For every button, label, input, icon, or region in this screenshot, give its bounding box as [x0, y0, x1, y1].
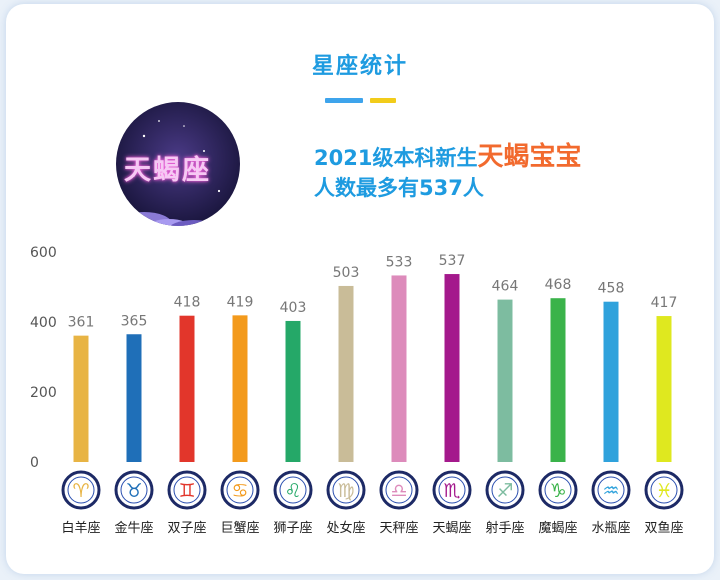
- capricorn-icon: ♑: [549, 480, 566, 502]
- bar: [179, 315, 195, 462]
- value-label: 503: [333, 265, 360, 281]
- headline-highlight: 天蝎宝宝: [477, 142, 582, 172]
- gemini-icon: ♊: [178, 480, 195, 502]
- value-label: 418: [174, 295, 201, 311]
- taurus-icon-inner: [120, 476, 148, 504]
- taurus-icon: ♉: [125, 480, 142, 502]
- category-label: 巨蟹座: [220, 521, 259, 536]
- headline-prefix: 2021级本科新生: [314, 146, 478, 170]
- bar: [232, 315, 248, 462]
- cancer-icon-inner: [226, 476, 254, 504]
- libra-icon-inner: [385, 476, 413, 504]
- scorpio-icon: ♏: [443, 480, 460, 502]
- category-label: 双子座: [167, 521, 206, 536]
- pisces-icon-inner: [650, 476, 678, 504]
- category-label: 狮子座: [273, 521, 312, 536]
- category-label: 水瓶座: [591, 521, 630, 536]
- value-label: 417: [651, 295, 678, 311]
- category-label: 白羊座: [61, 520, 100, 536]
- scorpio-badge-image: [116, 96, 240, 226]
- sagittarius-icon-inner: [491, 476, 519, 504]
- value-label: 533: [386, 254, 413, 270]
- y-tick-label: 200: [30, 385, 57, 401]
- aquarius-icon: ♒: [602, 480, 619, 502]
- badge-label: 天蝎座: [124, 155, 211, 186]
- headline-line-2: 人数最多有537人: [314, 176, 484, 200]
- bar: [550, 298, 566, 462]
- value-label: 537: [439, 253, 466, 269]
- bar: [603, 301, 619, 462]
- category-label: 处女座: [326, 520, 365, 536]
- y-tick-label: 400: [30, 315, 57, 331]
- gemini-icon-inner: [173, 476, 201, 504]
- category-label: 金牛座: [114, 520, 153, 536]
- category-label: 魔蝎座: [538, 521, 577, 536]
- leo-icon: ♌: [284, 480, 301, 502]
- value-label: 361: [68, 315, 95, 331]
- value-label: 419: [227, 294, 254, 310]
- bar: [285, 320, 301, 462]
- bar: [126, 334, 142, 462]
- y-tick-label: 600: [30, 245, 57, 261]
- value-label: 365: [121, 313, 148, 329]
- scorpio-icon-inner: [438, 476, 466, 504]
- sagittarius-icon: ♐: [496, 480, 513, 502]
- value-label: 458: [598, 281, 625, 297]
- aquarius-icon-inner: [597, 476, 625, 504]
- bar: [497, 299, 513, 462]
- libra-icon: ♎: [390, 480, 407, 502]
- headline-line-1: 2021级本科新生天蝎宝宝: [314, 136, 581, 173]
- title-underline-blue: [325, 98, 363, 103]
- value-label: 403: [280, 300, 307, 316]
- virgo-icon-inner: [332, 476, 360, 504]
- y-tick-label: 0: [30, 455, 39, 471]
- category-label: 天蝎座: [432, 521, 471, 536]
- bar: [73, 335, 89, 462]
- bar: [656, 316, 672, 462]
- bar: [444, 274, 460, 462]
- title-underline-yellow: [370, 98, 396, 103]
- page-title: 星座统计: [311, 54, 408, 79]
- aries-icon: ♈: [72, 480, 89, 502]
- capricorn-icon-inner: [544, 476, 572, 504]
- bar: [338, 285, 354, 462]
- category-label: 射手座: [485, 520, 524, 536]
- pisces-icon: ♓: [655, 480, 672, 502]
- value-label: 468: [545, 277, 572, 293]
- aries-icon-inner: [67, 476, 95, 504]
- bar: [391, 275, 407, 462]
- virgo-icon: ♍: [337, 480, 354, 502]
- category-label: 天秤座: [379, 521, 418, 536]
- category-label: 双鱼座: [644, 520, 683, 536]
- value-label: 464: [492, 279, 519, 295]
- leo-icon-inner: [279, 476, 307, 504]
- cancer-icon: ♋: [231, 480, 248, 502]
